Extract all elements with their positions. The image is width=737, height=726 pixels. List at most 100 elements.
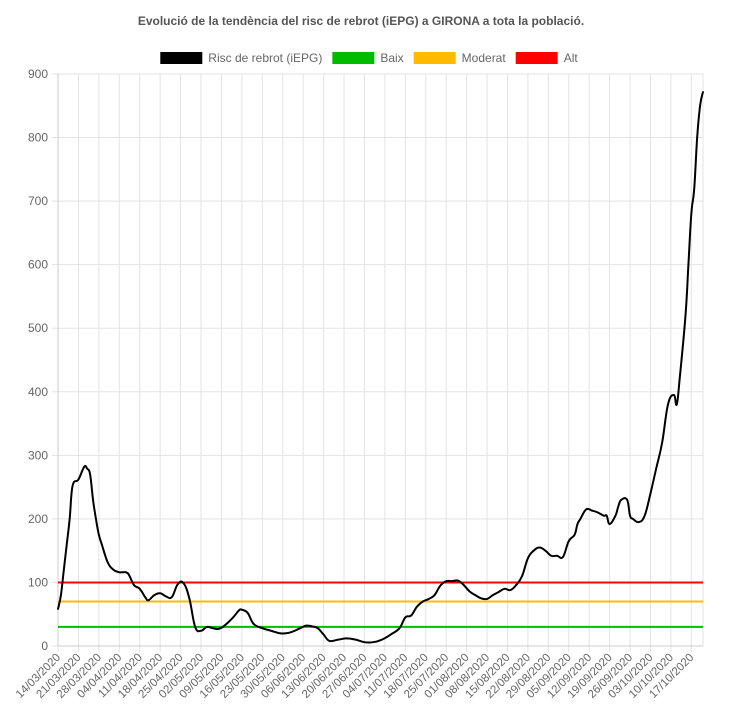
data-point — [626, 499, 628, 501]
data-point — [77, 478, 80, 481]
legend-item-risc-de-rebrot-iepg: Risc de rebrot (iEPG) — [160, 51, 322, 65]
data-point — [159, 592, 161, 595]
threshold-lines — [58, 581, 703, 628]
legend-item-alt: Alt — [515, 51, 578, 65]
data-point — [389, 633, 392, 636]
data-point — [614, 514, 617, 517]
data-point — [182, 582, 185, 584]
data-point — [497, 591, 500, 593]
data-point — [515, 584, 518, 586]
legend-label-risc-de-rebrot-iepg: Risc de rebrot (iEPG) — [208, 51, 322, 65]
y-tick-label: 500 — [28, 321, 48, 335]
data-point — [579, 518, 582, 520]
grid — [52, 73, 704, 652]
data-point — [675, 403, 678, 406]
data-point — [527, 557, 529, 560]
y-tick-label: 200 — [28, 512, 48, 526]
data-point — [562, 556, 564, 558]
data-point — [68, 518, 71, 520]
series-risc-de-rebrot — [57, 90, 704, 644]
legend-label-baix: Baix — [380, 51, 403, 65]
series-line-risc-de-rebrot — [57, 91, 704, 644]
data-point — [693, 187, 696, 190]
data-point — [381, 638, 383, 641]
data-point — [632, 518, 634, 520]
data-point — [270, 629, 272, 632]
data-point — [690, 213, 693, 215]
y-tick-label: 900 — [28, 67, 48, 81]
data-point — [451, 580, 453, 582]
x-axis: 14/03/202021/03/202028/03/202004/04/2020… — [14, 652, 697, 701]
y-axis: 0 100 200 300 400 500 600 700 800 900 — [28, 67, 48, 653]
data-point — [567, 540, 570, 542]
data-point — [433, 594, 436, 596]
data-point — [217, 628, 220, 630]
data-point — [127, 572, 129, 575]
y-tick-label: 0 — [41, 639, 48, 653]
data-point — [457, 579, 459, 582]
data-point — [492, 594, 494, 596]
data-point — [194, 626, 196, 628]
data-point — [655, 467, 658, 469]
data-point — [252, 622, 255, 625]
data-point — [211, 627, 214, 630]
data-point — [337, 638, 339, 641]
data-point — [363, 641, 366, 643]
legend-swatch-alt — [515, 52, 558, 64]
data-point — [346, 637, 348, 640]
data-point — [83, 465, 86, 468]
data-point — [112, 568, 115, 571]
data-point — [71, 485, 74, 487]
data-point — [503, 588, 506, 590]
data-point — [98, 533, 100, 536]
data-point — [241, 608, 243, 611]
data-point — [354, 638, 357, 641]
data-point — [687, 263, 690, 266]
data-point — [550, 554, 553, 557]
data-point — [86, 467, 88, 470]
data-point — [629, 514, 631, 517]
data-point — [468, 590, 471, 593]
chart-title: Evolució de la tendència del risc de reb… — [138, 14, 584, 28]
data-point — [322, 633, 325, 636]
legend-swatch-moderat — [413, 52, 456, 64]
data-point — [106, 561, 109, 563]
legend-label-moderat: Moderat — [462, 51, 507, 65]
data-point — [57, 608, 59, 610]
data-point — [696, 136, 698, 139]
data-point — [188, 597, 191, 600]
data-point — [509, 589, 512, 591]
data-point — [95, 518, 97, 520]
data-point — [486, 598, 488, 600]
data-point — [246, 612, 249, 614]
data-point — [649, 492, 652, 495]
data-point — [305, 624, 307, 627]
data-point — [311, 625, 313, 628]
data-point — [699, 104, 701, 107]
y-tick-label: 300 — [28, 448, 48, 462]
data-point — [89, 473, 91, 476]
data-point — [398, 627, 401, 630]
data-point — [279, 632, 281, 635]
y-tick-label: 700 — [28, 194, 48, 208]
data-point — [591, 509, 593, 512]
data-point — [416, 605, 418, 608]
data-point — [200, 629, 202, 632]
data-point — [617, 505, 620, 507]
data-point — [92, 499, 94, 501]
data-point — [176, 583, 179, 586]
legend-item-moderat: Moderat — [413, 51, 507, 65]
data-point — [133, 584, 135, 586]
data-point — [474, 594, 477, 596]
data-point — [65, 543, 68, 546]
legend-swatch-baix — [332, 52, 375, 64]
data-point — [328, 640, 331, 642]
legend-swatch-risc-de-rebrot-iepg — [160, 52, 203, 64]
data-point — [445, 580, 447, 582]
y-tick-label: 100 — [28, 575, 48, 589]
data-point — [585, 508, 588, 511]
legend-item-baix: Baix — [332, 51, 404, 65]
data-point — [422, 600, 424, 603]
data-point — [138, 588, 141, 590]
